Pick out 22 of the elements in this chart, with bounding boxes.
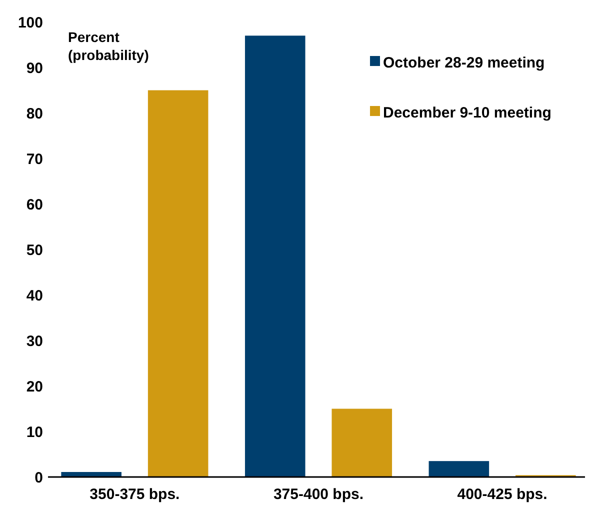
- x-tick-label: 400-425 bps.: [457, 486, 548, 503]
- bar: [148, 90, 208, 477]
- y-tick-label: 40: [26, 287, 43, 304]
- y-tick-label: 90: [26, 60, 43, 77]
- y-tick-label: 100: [18, 14, 43, 32]
- y-axis-title: Percent (probability): [68, 29, 149, 63]
- y-tick-label: 30: [26, 332, 43, 350]
- y-tick-label: 0: [34, 469, 43, 486]
- legend-label: December 9-10 meeting: [383, 104, 552, 122]
- y-tick-label: 60: [26, 196, 43, 214]
- bar: [244, 36, 306, 477]
- y-tick-label: 10: [26, 424, 43, 441]
- y-tick-label: 70: [26, 150, 43, 168]
- y-tick-label: 50: [26, 242, 43, 259]
- bar: [332, 408, 392, 477]
- x-tick-label: 375-400 bps.: [273, 486, 364, 503]
- y-tick-label: 20: [26, 378, 43, 396]
- bar: [61, 472, 122, 477]
- legend-label: October 28-29 meeting: [383, 54, 545, 72]
- bar: [428, 461, 490, 477]
- y-tick-label: 80: [26, 105, 43, 122]
- x-tick-label: 350-375 bps.: [90, 486, 180, 503]
